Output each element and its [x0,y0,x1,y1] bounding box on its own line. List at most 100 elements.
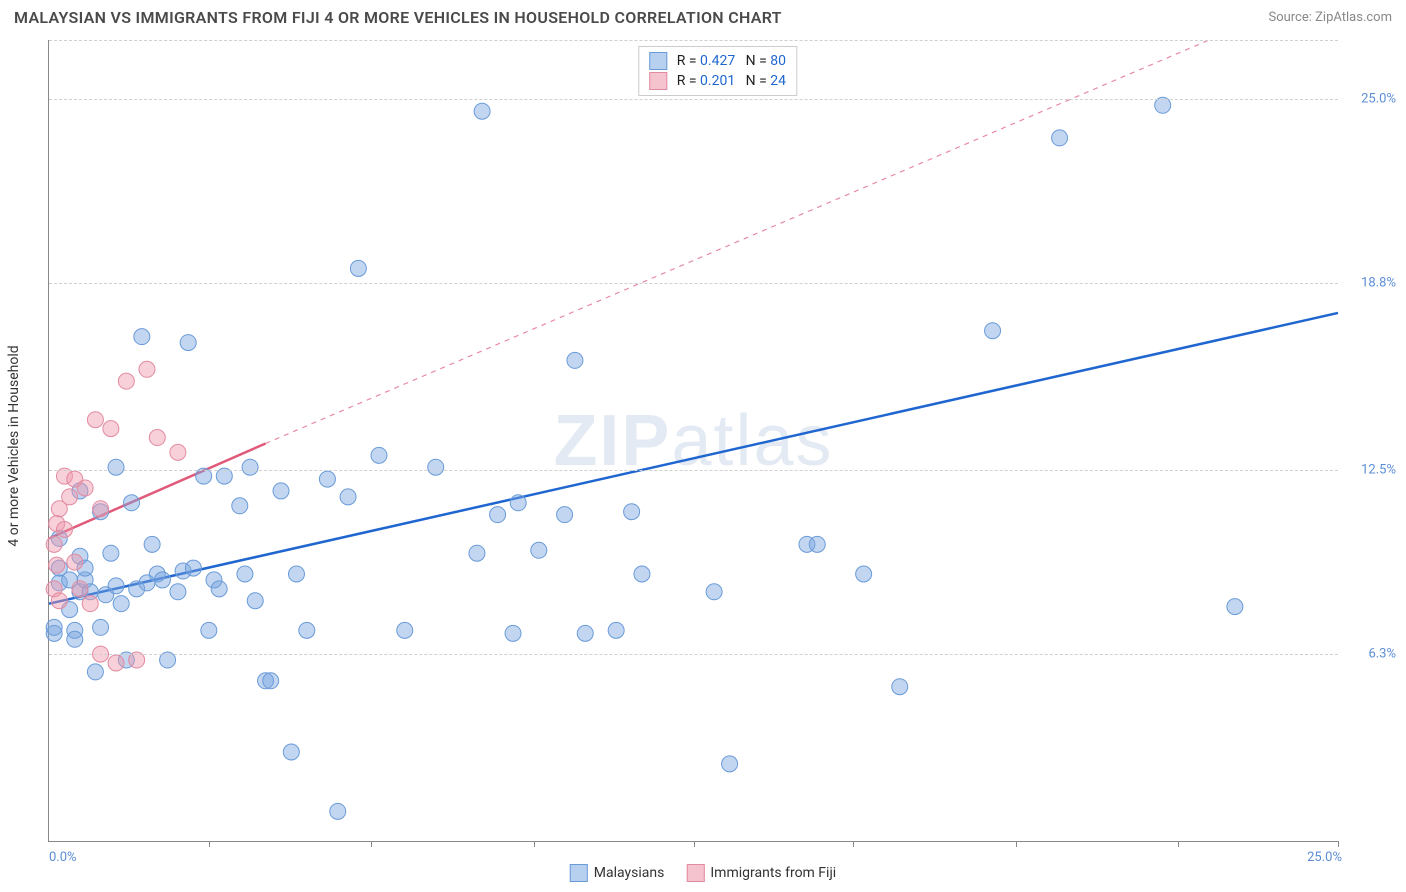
data-point [170,444,186,460]
x-tick [534,841,535,847]
y-tick-label: 25.0% [1361,92,1396,107]
data-point [185,560,201,576]
data-point [330,803,346,819]
y-axis-label: 4 or more Vehicles in Household [6,345,22,546]
legend-swatch [649,52,667,70]
gridline [49,470,1338,471]
data-point [1227,599,1243,615]
data-point [67,631,83,647]
data-point [557,507,573,523]
data-point [118,373,134,389]
data-point [706,584,722,600]
x-range-label: 0.0% [49,850,77,865]
data-point [77,480,93,496]
data-point [288,566,304,582]
data-point [469,545,485,561]
x-tick [209,841,210,847]
data-point [634,566,650,582]
data-point [237,566,253,582]
data-point [273,483,289,499]
scatter-svg [49,40,1338,841]
legend-row: R = 0.201 N = 24 [649,71,786,91]
data-point [103,421,119,437]
data-point [93,501,109,517]
data-point [1052,130,1068,146]
x-tick [1016,841,1017,847]
data-point [87,412,103,428]
data-point [428,459,444,475]
data-point [201,622,217,638]
data-point [139,361,155,377]
data-point [892,679,908,695]
x-tick [371,841,372,847]
data-point [263,673,279,689]
data-point [510,495,526,511]
data-point [123,495,139,511]
gridline [49,654,1338,655]
data-point [371,447,387,463]
data-point [397,622,413,638]
source-label: Source: ZipAtlas.com [1268,10,1392,25]
data-point [67,554,83,570]
data-point [340,489,356,505]
data-point [46,619,62,635]
data-point [283,744,299,760]
data-point [108,655,124,671]
data-point [149,430,165,446]
data-point [113,596,129,612]
data-point [505,625,521,641]
data-point [856,566,872,582]
data-point [567,352,583,368]
x-range-label: 25.0% [1307,850,1342,865]
y-tick-label: 18.8% [1361,276,1396,291]
chart-plot-area: ZIPatlas R = 0.427 N = 80R = 0.201 N = 2… [48,40,1338,842]
legend-item: Immigrants from Fiji [686,864,836,882]
data-point [144,536,160,552]
legend-swatch [649,72,667,90]
data-point [170,584,186,600]
gridline [49,99,1338,100]
legend-label: Malaysians [594,865,665,881]
legend-row: R = 0.427 N = 80 [649,51,786,71]
data-point [350,260,366,276]
data-point [242,459,258,475]
data-point [531,542,547,558]
x-tick [694,841,695,847]
data-point [722,756,738,772]
gridline [49,283,1338,284]
data-point [87,664,103,680]
data-point [474,103,490,119]
data-point [103,545,119,561]
x-tick [1178,841,1179,847]
data-point [624,504,640,520]
data-point [108,578,124,594]
data-point [82,596,98,612]
data-point [49,557,65,573]
y-tick-label: 12.5% [1361,463,1396,478]
data-point [809,536,825,552]
legend-label: Immigrants from Fiji [710,865,836,881]
data-point [232,498,248,514]
data-point [154,572,170,588]
data-point [319,471,335,487]
legend-item: Malaysians [570,864,665,882]
legend-swatch [570,864,588,882]
data-point [577,625,593,641]
data-point [134,329,150,345]
data-point [247,593,263,609]
legend-stats: R = 0.201 N = 24 [677,73,786,89]
data-point [180,335,196,351]
data-point [985,323,1001,339]
x-tick [1338,841,1339,847]
chart-title: MALAYSIAN VS IMMIGRANTS FROM FIJI 4 OR M… [14,8,782,27]
data-point [211,581,227,597]
data-point [608,622,624,638]
legend-series: Malaysians Immigrants from Fiji [570,864,836,882]
data-point [299,622,315,638]
y-tick-label: 6.3% [1368,647,1396,662]
data-point [56,522,72,538]
legend-correlation: R = 0.427 N = 80 R = 0.201 N = 24 [638,46,797,96]
data-point [62,489,78,505]
data-point [108,459,124,475]
x-tick [853,841,854,847]
